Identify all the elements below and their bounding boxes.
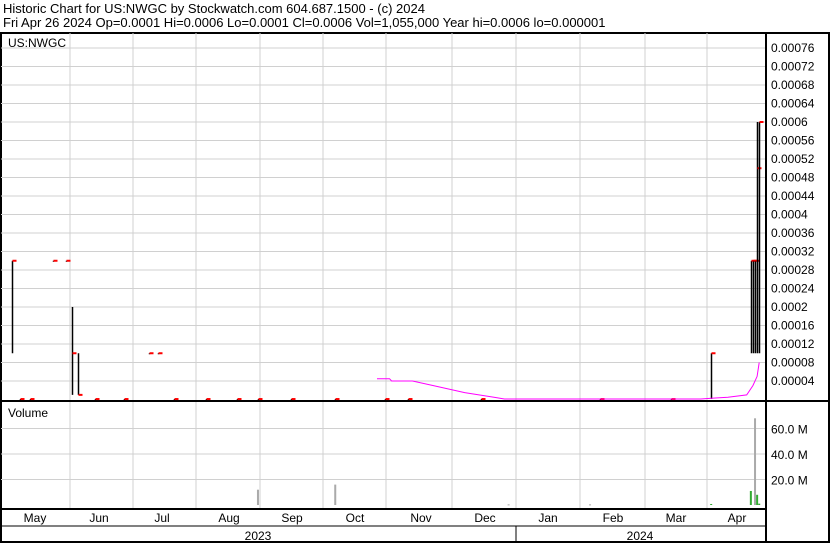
price-tick-label: 0.00052 <box>771 152 815 166</box>
year-label: 2023 <box>245 529 272 543</box>
volume-bar <box>256 489 259 505</box>
volume-bar <box>507 504 510 506</box>
month-label: Jun <box>89 511 108 525</box>
price-tick-label: 0.00028 <box>771 263 815 277</box>
price-tick-label: 0.00016 <box>771 319 815 333</box>
volume-tick-label: 40.0 M <box>771 448 808 462</box>
month-label: Jul <box>154 511 169 525</box>
month-label: Oct <box>346 511 365 525</box>
volume-tick-label: 20.0 M <box>771 474 808 488</box>
volume-bar <box>756 494 759 505</box>
volume-bar <box>710 503 713 505</box>
price-tick-label: 0.00056 <box>771 134 815 148</box>
volume-bar <box>758 503 761 505</box>
price-tick-label: 0.0006 <box>771 115 808 129</box>
month-label: May <box>24 511 47 525</box>
price-tick-label: 0.00032 <box>771 245 815 259</box>
price-tick-label: 0.0002 <box>771 300 808 314</box>
price-tick-label: 0.00036 <box>771 226 815 240</box>
month-label: Dec <box>474 511 495 525</box>
volume-tick-label: 60.0 M <box>771 423 808 437</box>
month-label: Sep <box>281 511 303 525</box>
month-label: Aug <box>218 511 239 525</box>
price-tick-label: 0.00072 <box>771 60 815 74</box>
price-tick-label: 0.00008 <box>771 356 815 370</box>
quote-summary: Fri Apr 26 2024 Op=0.0001 Hi=0.0006 Lo=0… <box>3 15 606 30</box>
price-tick-label: 0.00064 <box>771 97 815 111</box>
price-tick-label: 0.00044 <box>771 189 815 203</box>
price-tick-label: 0.00068 <box>771 78 815 92</box>
volume-bar <box>589 504 592 506</box>
month-label: Nov <box>410 511 431 525</box>
chart-title: Historic Chart for US:NWGC by Stockwatch… <box>3 1 425 16</box>
volume-bar <box>749 490 752 505</box>
chart-frame <box>0 32 830 543</box>
price-tick-label: 0.00048 <box>771 171 815 185</box>
price-tick-label: 0.00012 <box>771 337 815 351</box>
month-label: Apr <box>728 511 747 525</box>
price-tick-label: 0.0004 <box>771 208 808 222</box>
moving-average-line <box>377 362 760 400</box>
year-label: 2024 <box>627 529 654 543</box>
price-tick-label: 0.00024 <box>771 282 815 296</box>
month-label: Mar <box>666 511 687 525</box>
price-panel-label: US:NWGC <box>8 36 66 50</box>
volume-bar <box>754 418 757 505</box>
month-label: Jan <box>538 511 557 525</box>
price-tick-label: 0.00004 <box>771 374 815 388</box>
month-label: Feb <box>603 511 624 525</box>
volume-panel-label: Volume <box>8 406 48 420</box>
price-tick-label: 0.00076 <box>771 41 815 55</box>
volume-bar <box>334 484 337 505</box>
